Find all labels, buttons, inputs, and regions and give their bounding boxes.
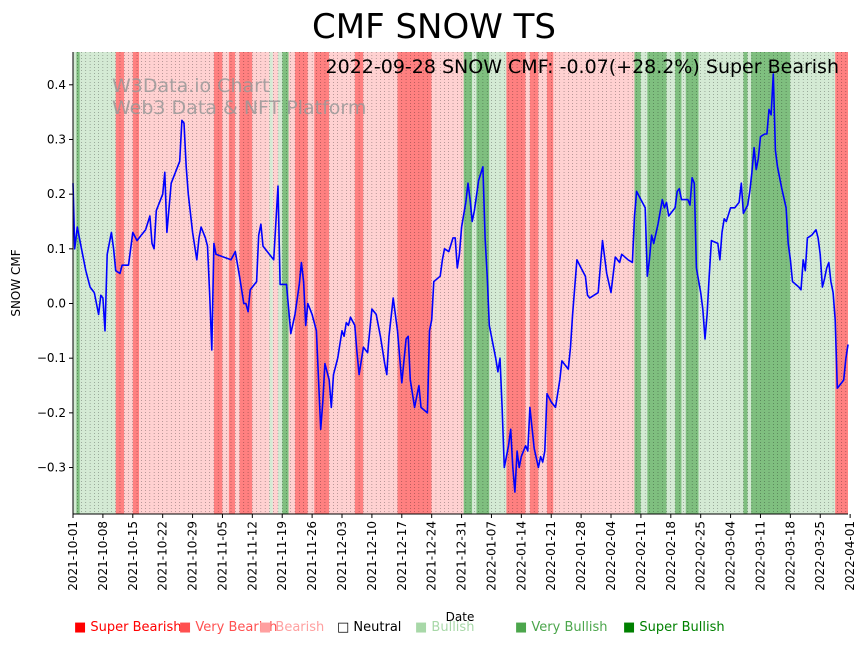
series-line-snow-cmf [72,73,849,493]
x-tick-label: 2022-02-04 [604,521,618,591]
axes [72,52,848,515]
x-tick-label: 2022-04-01 [843,521,857,591]
legend-swatch: ■ [415,620,432,635]
band-bullish-47 [790,52,836,514]
band-very_bearish-20 [314,52,330,514]
x-tick-label: 2021-12-31 [455,521,469,591]
band-very_bullish-1 [76,52,80,514]
band-very_bullish-46 [751,52,791,514]
band-very_bearish-11 [239,52,253,514]
legend-label: Super Bullish [639,620,725,635]
y-ticks: −0.3 −0.2 −0.1 0.0 0.1 0.2 0.3 0.4 [37,78,73,475]
band-bearish-6 [139,52,214,514]
x-tick-label: 2021-10-15 [126,521,140,591]
watermark-line-1: W3Data.io Chart [112,75,269,97]
band-bullish-45 [747,52,752,514]
sentiment-bands [73,52,848,514]
legend-swatch: ■ [74,620,91,635]
band-bearish-10 [235,52,240,514]
legend-swatch: ■ [623,620,640,635]
band-very_bearish-5 [132,52,140,514]
legend-swatch: □ [337,620,354,635]
y-tick-label: 0.1 [47,242,66,256]
y-tick-label: 0.2 [47,187,66,201]
x-tick-label: 2021-11-19 [275,521,289,591]
y-tick-label: 0.4 [47,78,66,92]
band-very_bearish-30 [506,52,526,514]
band-very_bullish-36 [634,52,641,514]
chart-annotation: 2022-09-28 SNOW CMF: -0.07(+28.2%) Super… [326,56,839,78]
legend-item-bearish: ■ Bearish [259,620,324,635]
y-tick-label: 0.0 [47,297,66,311]
x-tick-label: 2021-12-24 [425,521,439,591]
legend-swatch: ■ [259,620,276,635]
legend-item-bullish: ■ Bullish [415,620,474,635]
x-tick-label: 2022-03-04 [724,521,738,591]
legend-label: Very Bullish [531,620,608,635]
band-bearish-19 [307,52,315,514]
x-tick-label: 2021-10-29 [186,521,200,591]
band-bullish-0 [73,52,77,514]
x-tick-label: 2021-11-26 [305,521,319,591]
band-very_bearish-18 [295,52,308,514]
band-bearish-25 [431,52,464,514]
band-very_bearish-34 [546,52,554,514]
band-bearish-14 [272,52,278,514]
band-very_bearish-9 [228,52,236,514]
legend-label: Bearish [275,620,325,635]
x-axis-label: Date [446,610,475,624]
x-tick-label: 2021-12-10 [365,521,379,591]
band-bullish-43 [698,52,744,514]
legend-swatch: ■ [515,620,532,635]
x-tick-label: 2022-02-25 [694,521,708,591]
legend-item-very-bullish: ■ Very Bullish [515,620,607,635]
y-tick-label: 0.3 [47,132,66,146]
legend-swatch: ■ [179,620,196,635]
y-tick-label: −0.2 [37,406,66,420]
legend-label: Bullish [431,620,475,635]
band-bearish-31 [525,52,530,514]
x-tick-label: 2022-01-14 [514,521,528,591]
band-very_bullish-26 [463,52,473,514]
legend-label: Neutral [353,620,402,635]
x-tick-label: 2021-12-17 [395,521,409,591]
band-bullish-37 [640,52,648,514]
x-ticks: 2021-10-01 2021-10-08 2021-10-15 2021-10-22… [66,514,857,591]
band-very_bullish-38 [647,52,667,514]
x-tick-label: 2022-03-25 [813,521,827,591]
y-tick-label: −0.3 [37,461,66,475]
legend-item-super-bearish: ■ Super Bearish [74,620,182,635]
legend-item-very-bearish: ■ Very Bearish [179,620,277,635]
y-tick-label: −0.1 [37,351,66,365]
vertical-gridlines [72,52,847,514]
x-tick-label: 2022-02-11 [634,521,648,591]
x-tick-label: 2021-10-01 [66,521,80,591]
band-bearish-17 [288,52,296,514]
x-tick-label: 2021-11-12 [245,521,259,591]
band-bullish-13 [269,52,273,514]
x-tick-label: 2021-10-08 [96,521,110,591]
band-bullish-2 [79,52,116,514]
band-very_bullish-40 [675,52,682,514]
legend-label: Super Bearish [90,620,182,635]
x-tick-label: 2022-03-11 [753,521,767,591]
x-tick-label: 2022-01-21 [544,521,558,591]
watermark-line-2: Web3 Data & NFT Platform [112,97,366,119]
y-axis-label: SNOW CMF [9,249,23,316]
legend-item-super-bullish: ■ Super Bullish [623,620,725,635]
x-tick-label: 2022-02-18 [664,521,678,591]
x-tick-label: 2021-11-05 [215,521,229,591]
legend-item-neutral: □ Neutral [337,620,401,635]
x-tick-label: 2022-01-28 [574,521,588,591]
x-tick-label: 2021-12-03 [335,521,349,591]
band-very_bullish-16 [282,52,289,514]
band-bearish-8 [222,52,229,514]
chart-title: CMF SNOW TS [312,7,556,47]
x-tick-label: 2021-10-22 [156,521,170,591]
legend-label: Very Bearish [195,620,278,635]
x-tick-label: 2022-01-07 [484,521,498,591]
x-tick-label: 2022-03-18 [783,521,797,591]
band-very_bullish-44 [743,52,748,514]
